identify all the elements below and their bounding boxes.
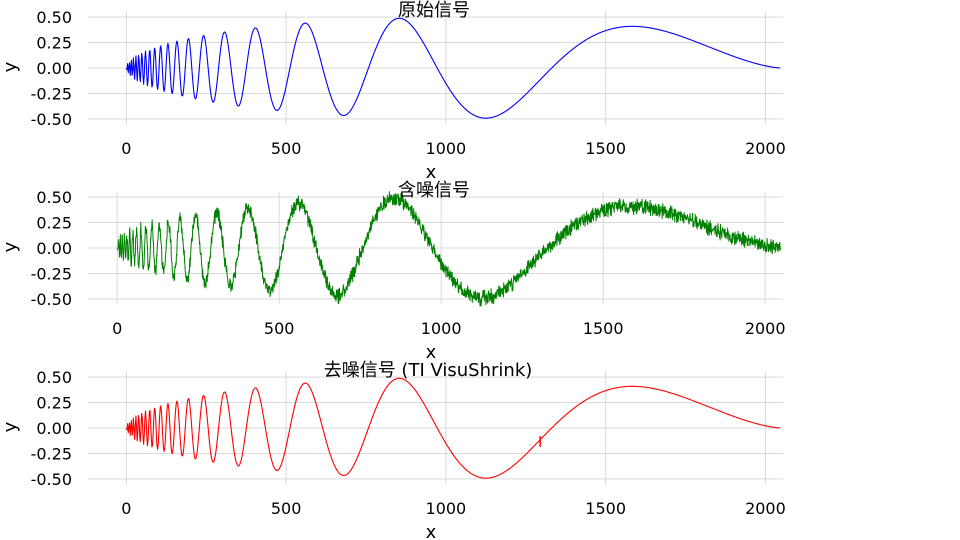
y-tick-label: -0.25 xyxy=(31,264,72,283)
y-tick-label: -0.25 xyxy=(31,444,72,463)
grid-noisy xyxy=(88,192,783,304)
x-tick-label: 1500 xyxy=(585,139,626,158)
yticks-original: 0.50 0.25 0.00 -0.25 -0.50 xyxy=(31,8,72,129)
chart-title-denoised: 去噪信号 (TI VisuShrink) xyxy=(324,360,533,381)
xticks-denoised: 0 500 1000 1500 2000 xyxy=(121,499,786,518)
x-tick-label: 2000 xyxy=(745,499,786,518)
x-tick-label: 1500 xyxy=(583,319,624,338)
x-tick-label: 2000 xyxy=(745,139,786,158)
x-axis-label-noisy: x xyxy=(426,342,437,363)
y-tick-label: 0.50 xyxy=(36,8,72,27)
x-axis-label-original: x xyxy=(426,162,437,183)
y-axis-label-denoised: y xyxy=(0,421,21,432)
series-line xyxy=(125,17,781,119)
y-tick-label: 0.25 xyxy=(36,394,72,413)
y-tick-label: 0.00 xyxy=(36,419,72,438)
y-tick-label: 0.00 xyxy=(36,239,72,258)
x-tick-label: 1000 xyxy=(426,499,467,518)
chart-title-noisy: 含噪信号 xyxy=(398,180,470,201)
yticks-denoised: 0.50 0.25 0.00 -0.25 -0.50 xyxy=(31,368,72,489)
x-tick-label: 0 xyxy=(121,499,131,518)
x-tick-label: 1000 xyxy=(421,319,462,338)
panel-original: 0.500.250.00-0.25-0.50 0 500 1000 1500 2000 … xyxy=(0,0,786,183)
y-tick-label: 0.00 xyxy=(36,59,72,78)
y-tick-label: -0.25 xyxy=(31,84,72,103)
xticks-noisy: 0 500 1000 1500 2000 xyxy=(112,319,785,338)
x-axis-label-denoised: x xyxy=(426,522,437,540)
series-noisy xyxy=(116,191,781,307)
x-tick-label: 0 xyxy=(112,319,122,338)
series-line xyxy=(125,377,781,479)
panel-noisy: 0.500.250.00-0.25-0.50 0 500 1000 1500 2000 … xyxy=(0,180,786,363)
series-original xyxy=(125,17,781,119)
panel-denoised: 0.500.250.00-0.25-0.50 0 500 1000 1500 2000 … xyxy=(0,360,786,540)
series-line xyxy=(116,191,781,307)
chart-title-original: 原始信号 xyxy=(398,0,470,21)
x-tick-label: 1000 xyxy=(426,139,467,158)
y-tick-label: 0.50 xyxy=(36,368,72,387)
x-tick-label: 500 xyxy=(264,319,295,338)
xticks-original: 0 500 1000 1500 2000 xyxy=(121,139,786,158)
grid-denoised xyxy=(88,372,783,484)
y-tick-label: 0.25 xyxy=(36,34,72,53)
y-tick-label: -0.50 xyxy=(31,110,72,129)
y-axis-label-noisy: y xyxy=(0,241,21,252)
y-axis-label-original: y xyxy=(0,61,21,72)
series-denoised xyxy=(125,377,781,479)
yticks-noisy: 0.50 0.25 0.00 -0.25 -0.50 xyxy=(31,188,72,309)
x-tick-label: 500 xyxy=(271,499,302,518)
x-tick-label: 1500 xyxy=(585,499,626,518)
x-tick-label: 500 xyxy=(271,139,302,158)
y-tick-label: 0.25 xyxy=(36,214,72,233)
y-tick-label: -0.50 xyxy=(31,470,72,489)
x-tick-label: 0 xyxy=(121,139,131,158)
x-tick-label: 2000 xyxy=(745,319,786,338)
grid-original xyxy=(88,12,783,124)
y-tick-label: -0.50 xyxy=(31,290,72,309)
y-tick-label: 0.50 xyxy=(36,188,72,207)
